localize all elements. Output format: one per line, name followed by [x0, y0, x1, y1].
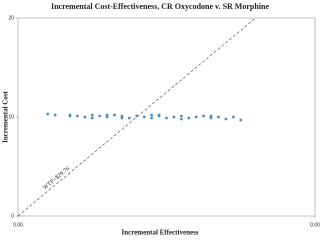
point — [150, 113, 154, 117]
y-tick-label: 10 — [8, 114, 14, 120]
y-axis-label: Incremental Cost — [2, 90, 10, 142]
point — [224, 117, 228, 121]
point — [150, 116, 154, 120]
point — [113, 113, 116, 117]
point — [105, 113, 109, 117]
point — [135, 114, 139, 118]
x-axis-label: Incremental Effectiveness — [121, 229, 198, 237]
point — [157, 113, 161, 117]
point — [179, 117, 183, 121]
point — [105, 115, 109, 119]
point — [209, 114, 213, 118]
point — [76, 114, 79, 118]
point — [239, 118, 243, 122]
x-tick-label: 0.00 — [310, 222, 320, 228]
point — [142, 115, 146, 119]
point — [172, 115, 176, 119]
y-tick-label: 20 — [8, 15, 14, 21]
wtp-annotation: WTP=$29.76 — [42, 165, 71, 191]
point — [231, 115, 235, 119]
point — [202, 114, 206, 118]
point — [90, 116, 94, 120]
point — [46, 112, 50, 116]
point — [90, 113, 94, 117]
point — [68, 113, 72, 117]
point — [83, 115, 87, 119]
chart-title: Incremental Cost-Effectiveness, CR Oxyco… — [51, 2, 270, 11]
point — [194, 115, 198, 119]
point — [165, 116, 168, 120]
point — [217, 115, 220, 119]
point — [120, 114, 124, 118]
y-tick-label: 0 — [11, 213, 14, 219]
x-tick-label: 0.00 — [13, 222, 23, 228]
point — [209, 116, 213, 120]
point — [127, 116, 131, 120]
point — [179, 114, 183, 118]
point — [187, 116, 191, 120]
point — [98, 114, 102, 118]
point — [120, 116, 124, 120]
point — [53, 113, 57, 117]
wtp-line — [17, 17, 256, 217]
